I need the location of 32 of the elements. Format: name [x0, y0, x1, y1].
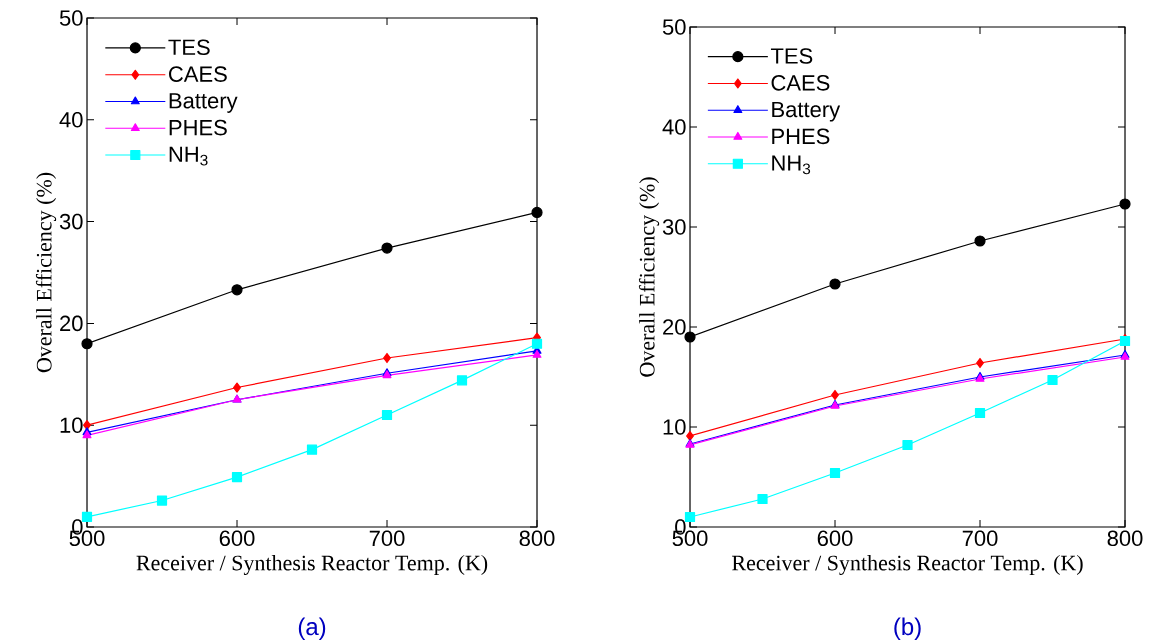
x-axis-title: Receiver / Synthesis Reactor Temp. (K) [732, 554, 1083, 575]
y-tick-label: 40 [59, 111, 83, 128]
legend-label: NH$_{3}$ [169, 146, 208, 166]
y-tick-label: 30 [662, 219, 686, 235]
x-tick-label: 700 [369, 530, 405, 546]
y-tick-label: 10 [60, 417, 83, 433]
y-tick-label: 30 [59, 213, 83, 230]
y-tick-label: 20 [663, 319, 686, 335]
y-tick-label: 20 [60, 315, 83, 332]
x-tick-label: 700 [962, 530, 998, 546]
legend-label: CAES [169, 66, 227, 82]
y-tick-label: 50 [662, 19, 686, 35]
legend-label: TES [770, 48, 813, 64]
y-tick-label: 40 [662, 119, 686, 135]
legend-label: CAES [771, 74, 830, 91]
text: (a) [298, 617, 326, 640]
x-tick-label: 800 [1107, 530, 1143, 546]
legend-label: Battery [169, 93, 238, 113]
y-axis-title: Overall Efficiency (%) [35, 172, 57, 373]
text: (b) [894, 617, 921, 640]
legend-label: PHES [772, 128, 830, 144]
legend-label: NH$_{3}$ [772, 155, 811, 175]
x-tick-label: 600 [817, 530, 853, 546]
y-axis-title: Overall Efficiency (%) [638, 177, 660, 377]
y-tick-label: 10 [663, 419, 686, 435]
legend-label: PHES [169, 119, 227, 136]
x-tick-label: 800 [519, 530, 555, 546]
y-tick-label: 50 [59, 10, 83, 26]
legend-label: TES [168, 39, 210, 55]
legend-label: Battery [772, 101, 841, 122]
x-axis-title: Receiver / Synthesis Reactor Temp. (K) [136, 554, 488, 575]
x-tick-label: 600 [219, 530, 255, 546]
